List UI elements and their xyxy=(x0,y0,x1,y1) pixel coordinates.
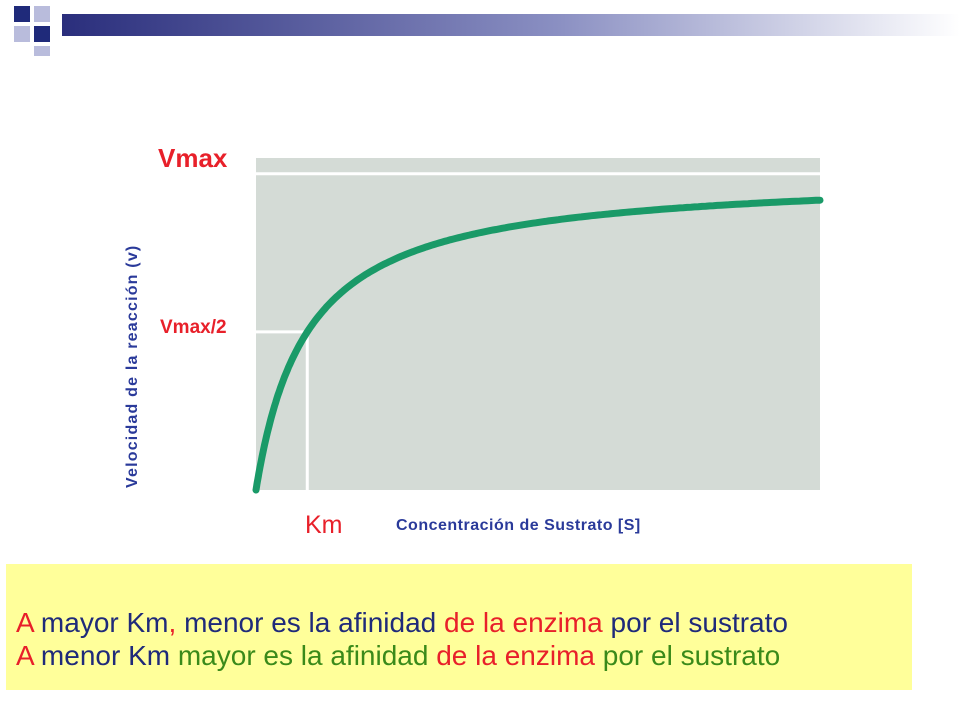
michaelis-menten-chart: Vmax Vmax/2 Km Concentración de Sustrato… xyxy=(124,143,824,539)
km-affinity-note: A mayor Km, menor es la afinidad de la e… xyxy=(6,564,912,690)
km-label: Km xyxy=(305,511,343,539)
header-gradient-bar xyxy=(62,14,960,36)
decor-square xyxy=(34,46,50,56)
note-fragment: menor es la afinidad xyxy=(184,607,444,638)
note-fragment: mayor es la afinidad xyxy=(177,640,437,671)
plot-area xyxy=(256,158,820,490)
vmax-half-label: Vmax/2 xyxy=(160,317,227,338)
note-line-2: A menor Km mayor es la afinidad de la en… xyxy=(16,639,912,672)
note-fragment: de la enzima xyxy=(444,607,611,638)
michaelis-menten-curve xyxy=(252,196,824,494)
note-fragment: por el sustrato xyxy=(610,607,788,638)
note-fragment: mayor Km xyxy=(40,607,169,638)
decor-square xyxy=(14,26,30,42)
vmax-label: Vmax xyxy=(158,143,228,173)
note-fragment: A xyxy=(16,607,41,638)
note-line-1: A mayor Km, menor es la afinidad de la e… xyxy=(16,606,912,639)
note-fragment: de la enzima xyxy=(436,640,603,671)
note-fragment: , xyxy=(168,607,185,638)
y-axis-label: Velocidad de la reacción (v) xyxy=(124,245,141,488)
note-fragment: menor Km xyxy=(40,640,178,671)
decor-square xyxy=(34,26,50,42)
note-fragment: por el sustrato xyxy=(602,640,781,671)
header-decoration xyxy=(14,6,960,56)
note-fragment: A xyxy=(16,640,41,671)
x-axis-label: Concentración de Sustrato [S] xyxy=(396,517,641,534)
decor-square xyxy=(34,6,50,22)
decor-square xyxy=(14,6,30,22)
